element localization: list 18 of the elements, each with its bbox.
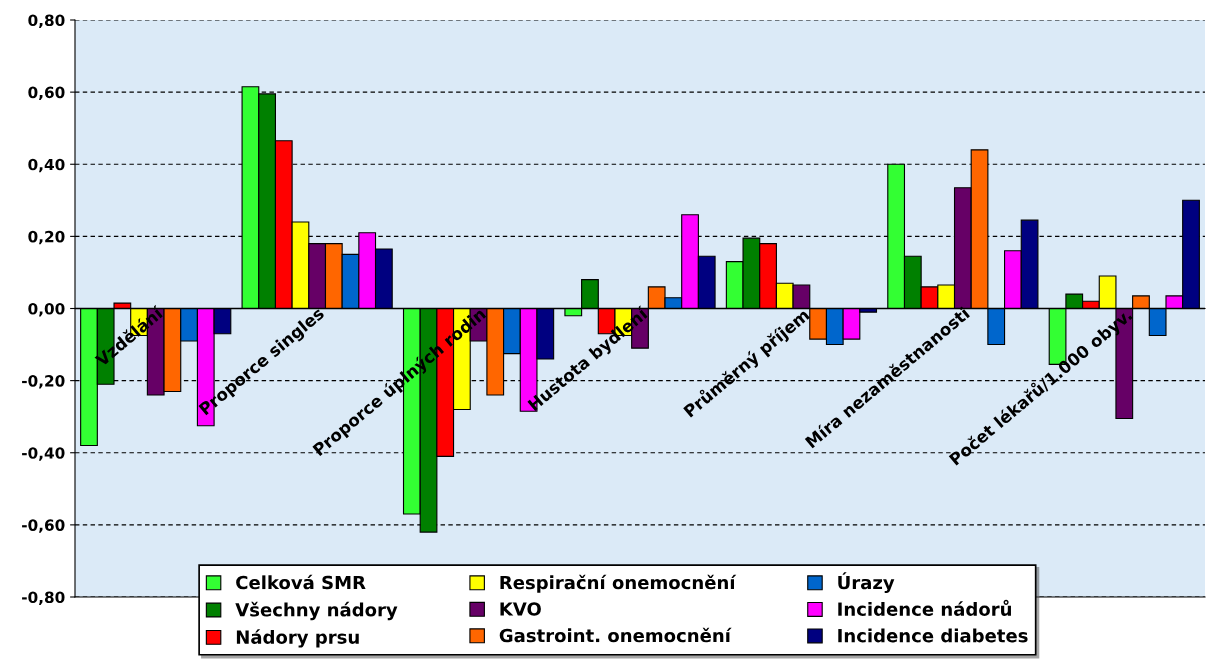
legend-label: Všechny nádory bbox=[235, 601, 398, 621]
y-tick-label: -0,40 bbox=[22, 447, 65, 461]
y-tick-label: 0,20 bbox=[28, 230, 65, 245]
y-tick-label: 0,60 bbox=[28, 86, 65, 101]
legend-label: Gastroint. onemocnění bbox=[499, 627, 732, 643]
y-tick-label: 0,00 bbox=[28, 302, 65, 317]
legend-label: Incidence nádorů bbox=[838, 599, 1011, 616]
y-tick-label: 0,40 bbox=[28, 158, 65, 173]
y-tick-label: 0,80 bbox=[28, 14, 65, 28]
legend-label: Úrazy bbox=[838, 572, 895, 593]
legend-label: Incidence diabetes bbox=[838, 628, 1028, 643]
legend-label: KVO bbox=[500, 602, 541, 616]
y-tick-label: -0,60 bbox=[22, 519, 65, 533]
legend-label: Celková SMR bbox=[236, 574, 366, 590]
y-tick-label: -0,20 bbox=[22, 375, 65, 389]
legend-label: Respirační onemocnění bbox=[500, 574, 737, 593]
legend-label: Nádory prsu bbox=[236, 629, 359, 648]
y-tick-label: -0,80 bbox=[22, 591, 65, 605]
